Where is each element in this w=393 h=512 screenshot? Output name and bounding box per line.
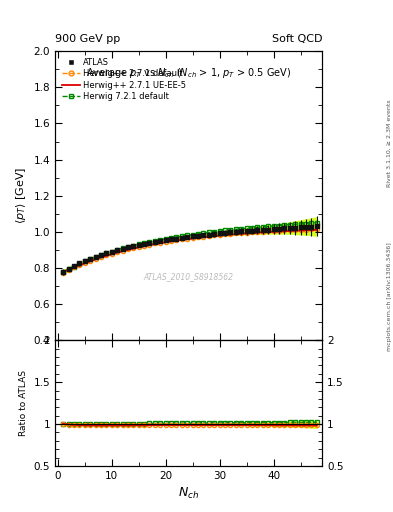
Y-axis label: $\langle p_T \rangle$ [GeV]: $\langle p_T \rangle$ [GeV] [14, 167, 28, 224]
X-axis label: $N_{ch}$: $N_{ch}$ [178, 486, 199, 501]
Text: Rivet 3.1.10, ≥ 2.3M events: Rivet 3.1.10, ≥ 2.3M events [387, 99, 391, 187]
Text: Soft QCD: Soft QCD [272, 33, 322, 44]
Text: mcplots.cern.ch [arXiv:1306.3436]: mcplots.cern.ch [arXiv:1306.3436] [387, 243, 391, 351]
Y-axis label: Ratio to ATLAS: Ratio to ATLAS [19, 370, 28, 436]
Text: 900 GeV pp: 900 GeV pp [55, 33, 120, 44]
Text: Average $p_T$ vs $N_{ch}$ ($N_{ch}$ > 1, $p_T$ > 0.5 GeV): Average $p_T$ vs $N_{ch}$ ($N_{ch}$ > 1,… [86, 66, 291, 80]
Text: ATLAS_2010_S8918562: ATLAS_2010_S8918562 [143, 272, 234, 281]
Legend: ATLAS, Herwig++ 2.7.1 default, Herwig++ 2.7.1 UE-EE-5, Herwig 7.2.1 default: ATLAS, Herwig++ 2.7.1 default, Herwig++ … [59, 55, 189, 104]
